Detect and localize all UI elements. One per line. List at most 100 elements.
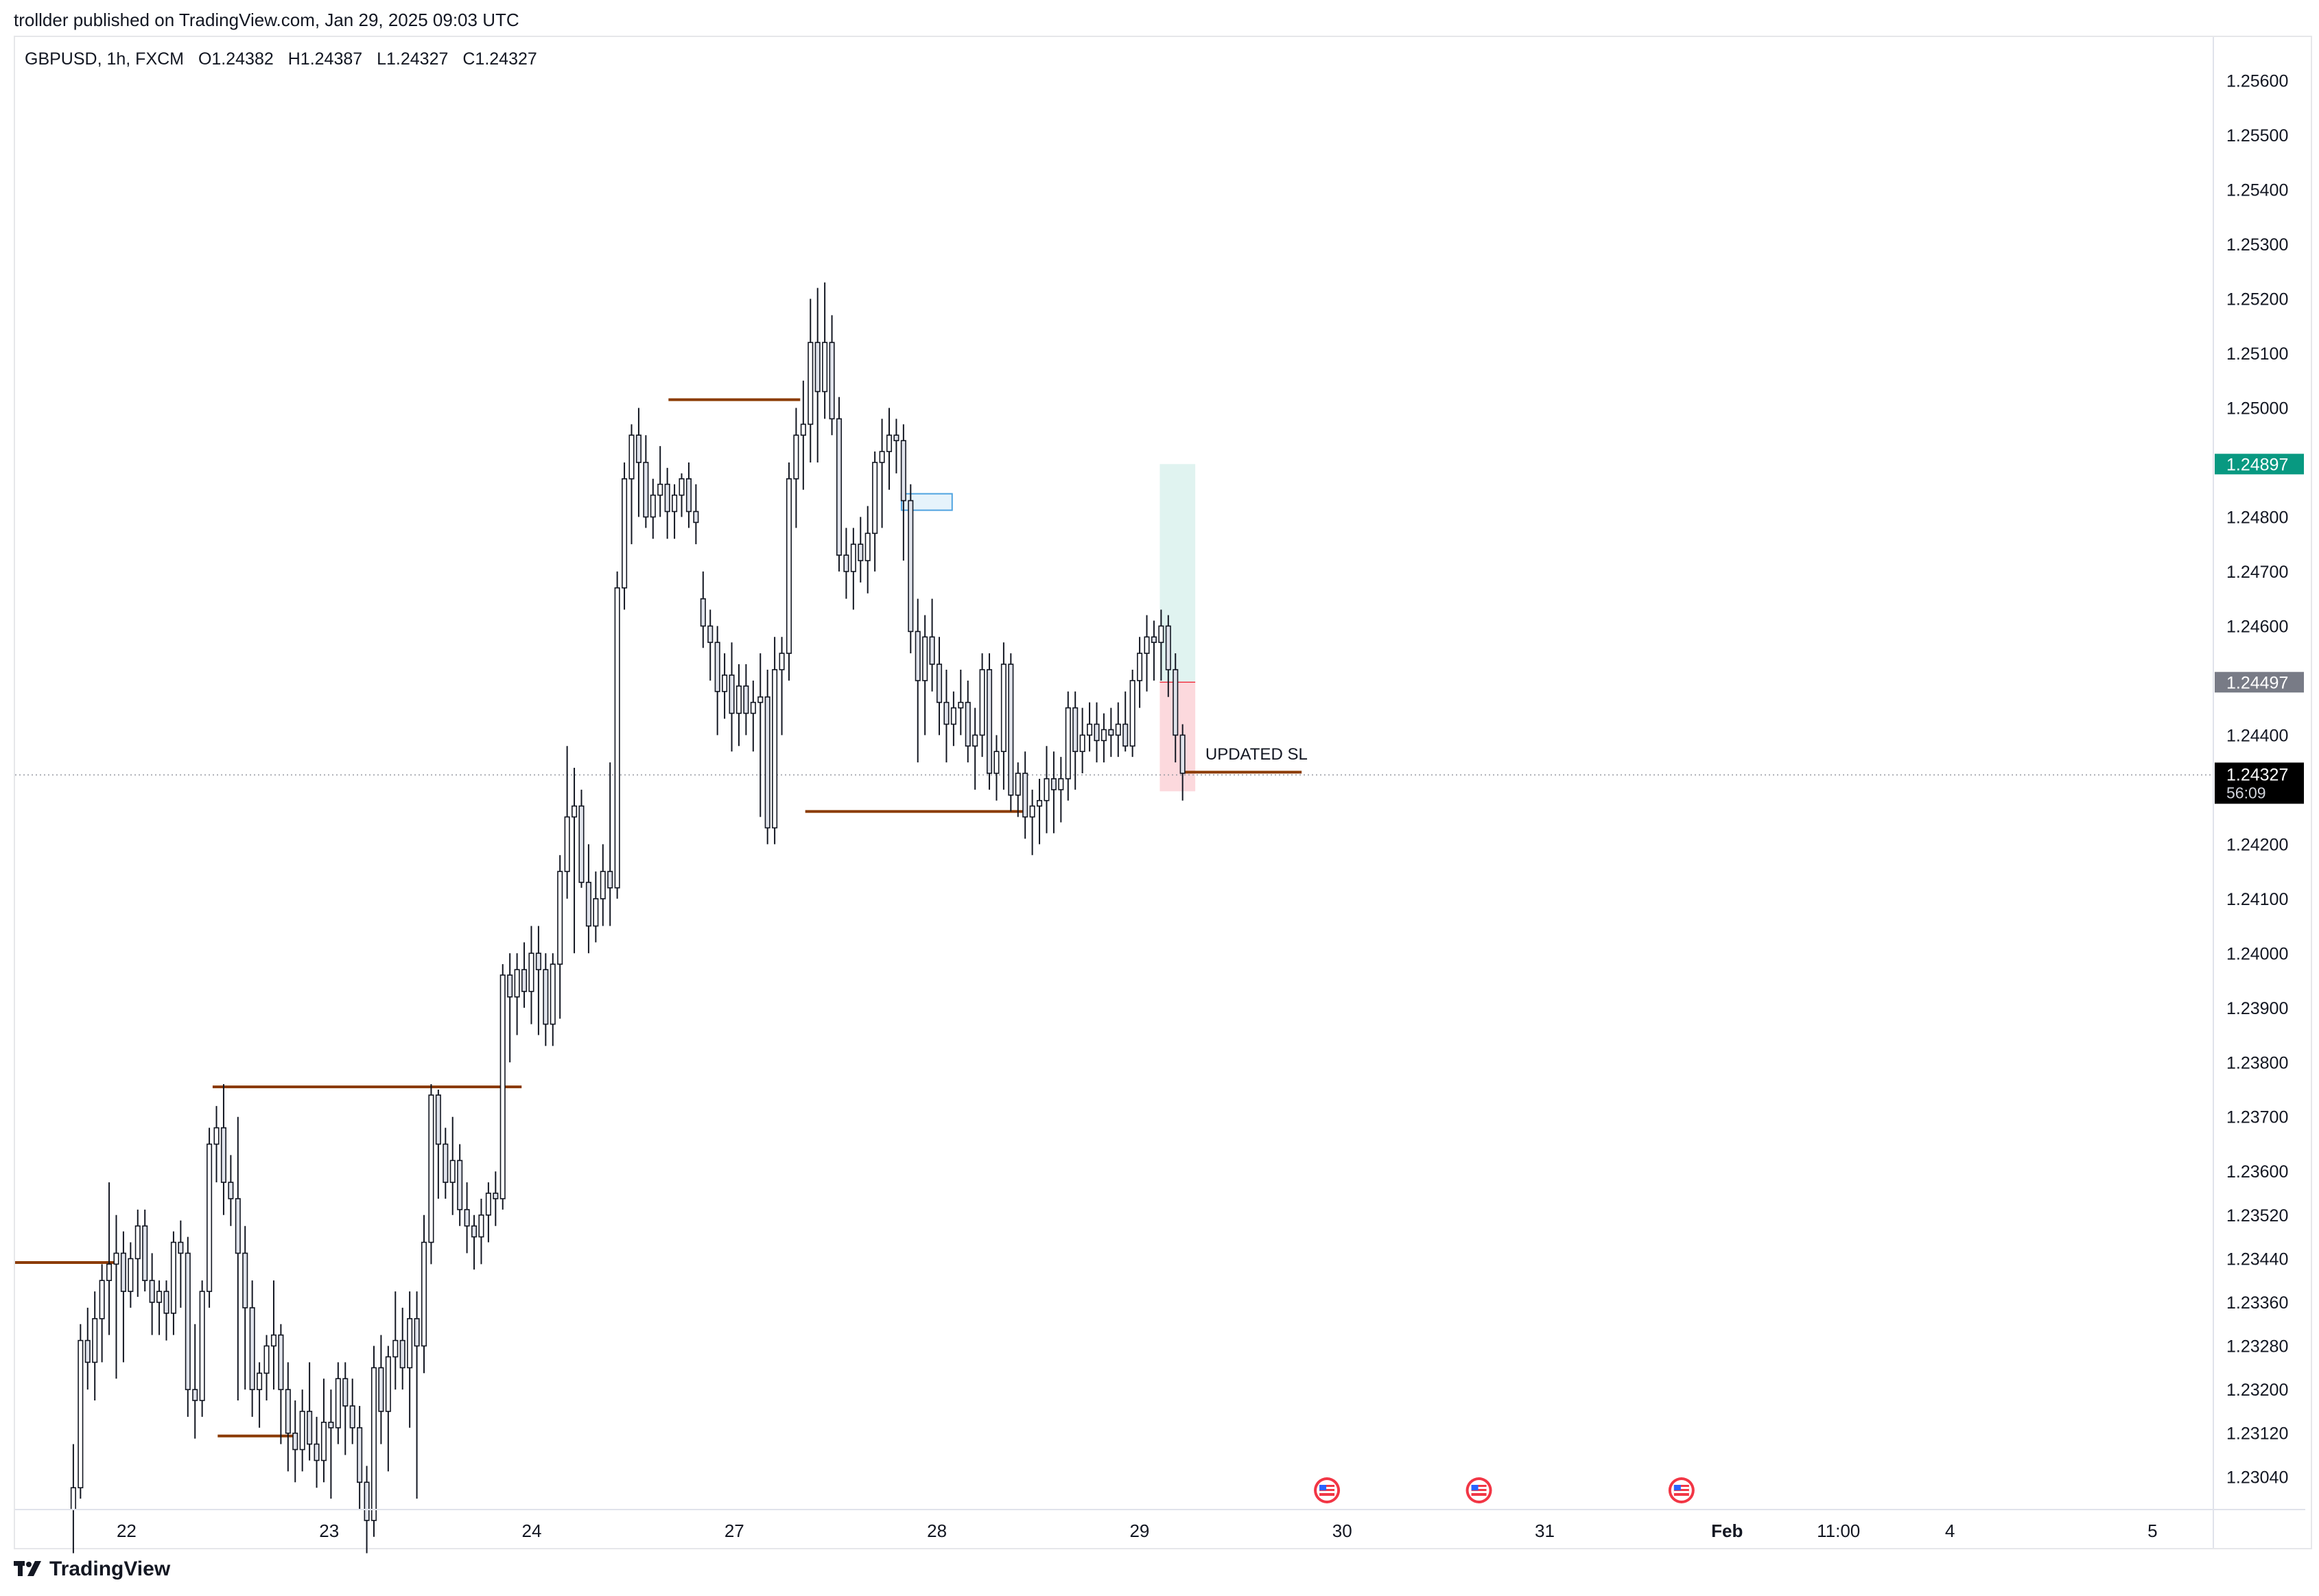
candle — [635, 408, 641, 517]
candle-body — [535, 952, 541, 970]
candle — [943, 669, 950, 763]
candle — [407, 1291, 413, 1428]
candle-body — [1050, 778, 1057, 790]
candle — [757, 653, 764, 817]
candle-body — [1129, 680, 1135, 747]
candle-body — [950, 707, 956, 725]
candle-body — [1022, 773, 1028, 818]
candle — [664, 467, 670, 539]
candle — [628, 424, 635, 545]
candle-body — [1087, 723, 1093, 736]
candle-body — [378, 1367, 384, 1412]
candle — [92, 1291, 98, 1401]
candle-body — [128, 1258, 134, 1292]
candle-body — [550, 963, 556, 1025]
candle-body — [1108, 729, 1114, 736]
candle — [457, 1144, 463, 1226]
candle — [1087, 702, 1093, 752]
candle — [485, 1182, 491, 1243]
candle — [156, 1280, 163, 1335]
candle-body — [471, 1225, 478, 1238]
candle — [714, 626, 720, 736]
candle — [800, 380, 806, 490]
candle — [213, 1105, 220, 1183]
candle-body — [528, 952, 534, 992]
candle — [1108, 707, 1114, 758]
candle — [864, 506, 871, 594]
take-profit-zone — [1160, 464, 1196, 683]
price-tick-label: 1.25000 — [2226, 399, 2288, 418]
candle-body — [1000, 664, 1007, 753]
candle-body — [514, 969, 520, 998]
candle-body — [1137, 653, 1143, 681]
candle-body — [370, 1367, 377, 1521]
candle-body — [808, 342, 814, 425]
candle-body — [263, 1345, 270, 1374]
candle-body — [1094, 723, 1100, 742]
candle — [786, 462, 792, 681]
candle — [235, 1116, 241, 1401]
candle-body — [628, 434, 635, 480]
price-tag-label: 1.24897 — [2226, 455, 2288, 474]
candle — [1158, 609, 1164, 681]
candle — [893, 419, 899, 473]
candle-body — [270, 1334, 276, 1347]
candle-body — [92, 1318, 98, 1363]
candle — [564, 746, 570, 899]
candle — [535, 926, 541, 1035]
candle — [385, 1346, 391, 1472]
candle — [449, 1116, 456, 1215]
candle — [915, 598, 921, 763]
candle-body — [357, 1427, 363, 1483]
us-flag-icon — [1314, 1477, 1341, 1503]
candle-body — [886, 434, 893, 452]
candle-body — [965, 701, 971, 747]
candle-body — [1158, 625, 1164, 644]
candle — [886, 408, 893, 490]
candle-body — [1058, 778, 1064, 790]
candle — [929, 598, 935, 692]
candle — [979, 653, 985, 758]
candle-body — [249, 1307, 255, 1390]
candle — [163, 1280, 169, 1341]
candle — [1065, 691, 1071, 801]
candle — [550, 953, 556, 1046]
candle-body — [457, 1160, 463, 1210]
candle — [607, 762, 613, 926]
candle — [478, 1198, 484, 1265]
price-tick-label: 1.25500 — [2226, 126, 2288, 145]
price-tick-label: 1.25600 — [2226, 72, 2288, 91]
price-tick-label: 1.25300 — [2226, 235, 2288, 255]
candle-body — [314, 1443, 320, 1462]
candle-body — [557, 871, 563, 965]
candle — [314, 1416, 320, 1488]
candle-body — [972, 734, 978, 747]
candle-body — [735, 685, 742, 714]
price-tick-label: 1.23700 — [2226, 1108, 2288, 1127]
candle-body — [299, 1411, 305, 1451]
price-tick-label: 1.23600 — [2226, 1162, 2288, 1182]
candle — [514, 953, 520, 1035]
price-tag-entry: 1.24497 — [2215, 672, 2304, 693]
candle-body — [349, 1405, 355, 1429]
bar-countdown: 56:09 — [2226, 784, 2266, 801]
candle — [128, 1242, 134, 1308]
candle-body — [1151, 636, 1157, 644]
candle — [808, 298, 814, 462]
candle-body — [622, 478, 628, 589]
time-tick-label: 27 — [725, 1521, 744, 1541]
time-tick-label: 30 — [1332, 1521, 1352, 1541]
candle — [335, 1362, 341, 1444]
candle-body — [979, 669, 985, 736]
plot-area: UPDATED SL — [15, 282, 2213, 1553]
candle-body — [987, 669, 993, 774]
time-tick-label: 11:00 — [1817, 1521, 1860, 1541]
candle-body — [113, 1252, 119, 1265]
candle-body — [672, 494, 678, 513]
candle — [1079, 707, 1085, 773]
price-tick-label: 1.25200 — [2226, 290, 2288, 309]
candle-body — [614, 587, 620, 889]
candle — [700, 571, 706, 648]
candle — [722, 653, 728, 719]
